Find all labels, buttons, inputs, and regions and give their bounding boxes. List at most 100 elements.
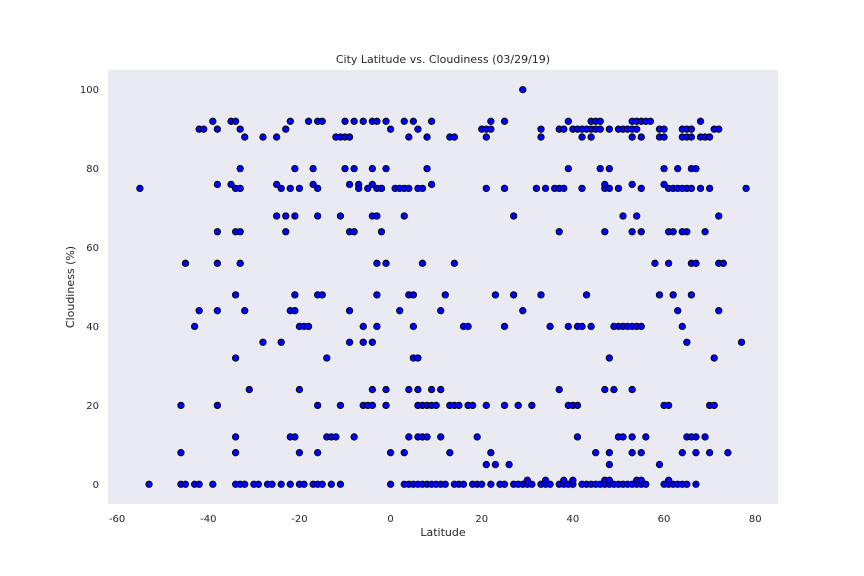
data-point	[177, 401, 185, 410]
data-point	[642, 480, 650, 488]
data-point	[660, 133, 668, 141]
data-point	[619, 212, 627, 220]
data-point	[637, 228, 645, 236]
data-point	[560, 125, 568, 133]
data-point	[441, 291, 449, 299]
data-point	[509, 212, 518, 220]
data-point	[692, 259, 700, 267]
data-point	[655, 291, 664, 299]
data-point	[737, 338, 746, 346]
y-tick-label: 0	[93, 480, 99, 491]
data-point	[687, 184, 696, 193]
data-point	[473, 433, 481, 441]
y-tick-label: 80	[86, 164, 99, 175]
data-point	[683, 338, 691, 346]
data-point	[181, 259, 190, 267]
data-point	[359, 322, 367, 331]
data-point	[560, 184, 568, 193]
data-point	[286, 184, 294, 193]
data-point	[500, 117, 509, 125]
data-point	[300, 480, 308, 488]
data-point	[368, 338, 377, 346]
data-point	[432, 401, 440, 410]
data-point	[382, 117, 390, 125]
data-point	[418, 259, 427, 267]
x-tick-label: 20	[475, 514, 488, 525]
data-point	[277, 480, 285, 488]
data-point	[423, 433, 431, 441]
data-point	[309, 180, 317, 189]
data-point	[145, 480, 153, 488]
data-point	[200, 125, 208, 133]
data-point	[231, 117, 240, 125]
x-tick-label: 0	[387, 514, 393, 525]
data-point	[500, 184, 509, 193]
data-point	[382, 385, 390, 394]
data-point	[628, 180, 636, 189]
data-point	[336, 212, 345, 220]
data-point	[314, 212, 322, 220]
data-point	[669, 228, 677, 236]
data-point	[537, 125, 545, 133]
data-point	[400, 212, 408, 220]
data-point	[692, 164, 700, 173]
data-point	[427, 180, 436, 189]
data-point	[314, 449, 322, 457]
data-point	[272, 133, 281, 141]
data-point	[314, 184, 322, 193]
data-point	[500, 480, 509, 488]
data-point	[382, 401, 390, 410]
data-point	[660, 125, 668, 133]
data-point	[341, 164, 349, 173]
data-point	[478, 480, 486, 488]
data-point	[546, 480, 554, 488]
data-point	[286, 117, 294, 125]
data-point	[414, 385, 422, 394]
data-point	[213, 125, 222, 133]
data-point	[272, 212, 281, 220]
data-point	[241, 480, 249, 488]
data-point	[314, 401, 322, 410]
data-point	[282, 125, 290, 133]
data-point	[414, 125, 422, 133]
data-point	[601, 228, 609, 236]
data-point	[291, 433, 299, 441]
data-point	[423, 164, 431, 173]
data-point	[683, 480, 691, 488]
data-point	[601, 385, 609, 394]
data-point	[692, 433, 700, 441]
data-point	[272, 180, 281, 189]
data-point	[427, 385, 436, 394]
data-point	[742, 184, 750, 193]
y-ticks: 0 20 40 60 80 100	[80, 85, 99, 491]
data-point	[683, 228, 691, 236]
data-point	[487, 125, 495, 133]
data-point	[509, 291, 518, 299]
data-point	[610, 322, 618, 331]
data-point	[482, 460, 490, 469]
x-tick-label: 80	[749, 514, 762, 525]
data-point	[633, 212, 641, 220]
data-point	[373, 291, 381, 299]
data-point	[528, 480, 536, 488]
data-point	[651, 259, 659, 267]
data-point	[195, 307, 203, 315]
data-point	[345, 338, 354, 346]
data-point	[628, 449, 636, 457]
data-point	[482, 401, 490, 410]
data-point	[637, 133, 645, 141]
x-tick-label: -40	[200, 514, 216, 525]
data-point	[368, 180, 377, 189]
data-point	[628, 228, 636, 236]
data-point	[350, 117, 358, 125]
data-point	[610, 385, 618, 394]
data-point	[719, 259, 727, 267]
data-point	[259, 338, 267, 346]
data-point	[692, 449, 700, 457]
data-point	[660, 164, 668, 173]
data-point	[701, 433, 709, 441]
data-point	[701, 228, 709, 236]
data-point	[405, 433, 413, 441]
x-tick-label: -20	[291, 514, 307, 525]
